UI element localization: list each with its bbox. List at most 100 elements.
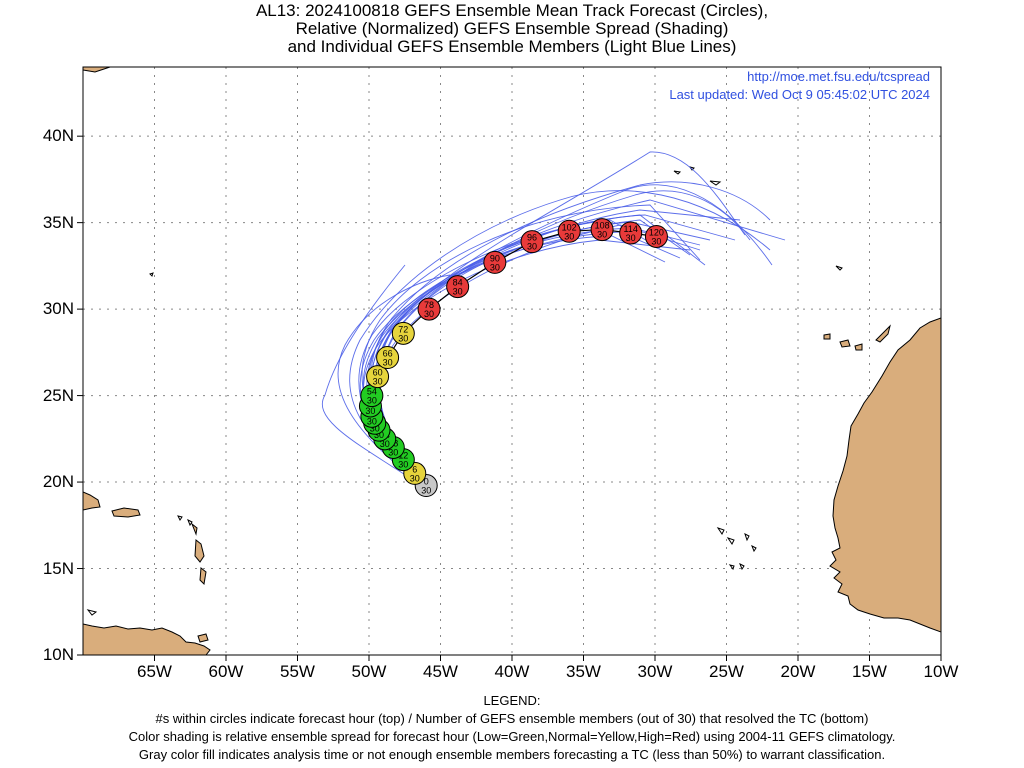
lon-tick-label: 35W bbox=[566, 662, 601, 681]
lon-tick-label: 15W bbox=[852, 662, 887, 681]
forecast-hour-label: 84 bbox=[453, 278, 463, 288]
member-count-label: 30 bbox=[597, 230, 607, 240]
forecast-circle bbox=[391, 321, 415, 345]
lat-tick-label: 20N bbox=[42, 472, 74, 492]
forecast-circle bbox=[376, 346, 400, 370]
forecast-hour-label: 78 bbox=[424, 300, 434, 310]
forecast-hour-label: 6 bbox=[412, 464, 417, 474]
member-count-label: 30 bbox=[374, 430, 384, 440]
member-count-label: 30 bbox=[490, 262, 500, 272]
forecast-circle bbox=[619, 221, 643, 245]
lat-tick-label: 10N bbox=[42, 645, 74, 664]
ensemble-mean-track: 0306301230183024303030363042304830543060… bbox=[358, 218, 668, 498]
forecast-circle bbox=[483, 250, 507, 274]
member-count-label: 30 bbox=[626, 233, 636, 243]
lesser-antilles-islands bbox=[190, 522, 207, 586]
lon-tick-label: 60W bbox=[208, 662, 244, 681]
forecast-hour-label: 0 bbox=[424, 477, 429, 487]
lat-lon-grid bbox=[83, 67, 941, 655]
puerto-rico-island bbox=[111, 507, 141, 518]
member-count-label: 30 bbox=[651, 236, 661, 246]
member-count-label: 30 bbox=[410, 473, 420, 483]
forecast-circle bbox=[417, 297, 441, 321]
lat-tick-label: 25N bbox=[42, 385, 74, 405]
forecast-hour-label: 120 bbox=[649, 227, 664, 237]
chart-title-line-2: Relative (Normalized) GEFS Ensemble Spre… bbox=[295, 19, 729, 38]
member-count-label: 30 bbox=[527, 242, 537, 252]
member-count-label: 30 bbox=[421, 486, 431, 496]
forecast-hour-label: 96 bbox=[527, 233, 537, 243]
member-count-label: 30 bbox=[370, 423, 380, 433]
lon-tick-label: 65W bbox=[137, 662, 172, 681]
member-count-label: 30 bbox=[453, 287, 463, 297]
hispaniola-island-edge bbox=[83, 491, 101, 511]
forecast-hour-label: 12 bbox=[398, 451, 408, 461]
lon-tick-label: 55W bbox=[280, 662, 315, 681]
land-masses bbox=[83, 67, 941, 655]
forecast-hour-label: 114 bbox=[624, 224, 638, 234]
source-url[interactable]: http://moe.met.fsu.edu/tcspread bbox=[747, 69, 930, 84]
legend-heading: LEGEND: bbox=[483, 693, 541, 708]
lon-tick-label: 10W bbox=[923, 662, 959, 681]
lon-tick-label: 30W bbox=[637, 662, 673, 681]
canary-islands bbox=[823, 333, 863, 351]
member-count-label: 30 bbox=[380, 439, 390, 449]
lon-tick-label: 20W bbox=[780, 662, 816, 681]
axis-ticks bbox=[77, 135, 942, 661]
south-america-landmass bbox=[83, 623, 211, 655]
lon-tick-label: 40W bbox=[494, 662, 530, 681]
trinidad-island bbox=[197, 633, 209, 643]
forecast-hour-label: 72 bbox=[398, 324, 408, 334]
member-count-label: 30 bbox=[367, 396, 377, 406]
member-count-label: 30 bbox=[424, 309, 434, 319]
legend-line-2: Color shading is relative ensemble sprea… bbox=[128, 729, 896, 744]
legend-line-3: Gray color fill indicates analysis time … bbox=[138, 747, 886, 762]
forecast-hour-label: 90 bbox=[490, 253, 500, 263]
africa-landmass bbox=[829, 317, 941, 633]
lat-tick-label: 40N bbox=[42, 126, 74, 146]
chart-title-line-1: AL13: 2024100818 GEFS Ensemble Mean Trac… bbox=[255, 1, 769, 20]
forecast-circle bbox=[520, 230, 544, 254]
forecast-hour-label: 66 bbox=[383, 349, 393, 359]
forecast-circle bbox=[446, 275, 470, 299]
greenland-edge-island bbox=[83, 67, 111, 73]
member-count-label: 30 bbox=[564, 231, 574, 241]
legend-line-1: #s within circles indicate forecast hour… bbox=[155, 711, 869, 726]
forecast-hour-label: 54 bbox=[367, 387, 377, 397]
member-count-label: 30 bbox=[398, 460, 408, 470]
last-updated-text: Last updated: Wed Oct 9 05:45:02 UTC 202… bbox=[669, 87, 930, 102]
lat-tick-label: 30N bbox=[42, 299, 74, 319]
forecast-circle bbox=[644, 224, 668, 248]
forecast-hour-label: 108 bbox=[595, 221, 610, 231]
member-count-label: 30 bbox=[367, 416, 377, 426]
forecast-circle bbox=[557, 219, 581, 243]
chart-title-line-3: and Individual GEFS Ensemble Members (Li… bbox=[287, 37, 737, 56]
lon-tick-label: 25W bbox=[709, 662, 744, 681]
member-count-label: 30 bbox=[383, 358, 393, 368]
member-count-label: 30 bbox=[398, 333, 408, 343]
lat-tick-label: 15N bbox=[42, 558, 74, 578]
forecast-circle bbox=[366, 365, 390, 389]
madeira-island bbox=[875, 324, 891, 343]
lon-tick-label: 45W bbox=[423, 662, 458, 681]
lat-tick-label: 35N bbox=[42, 212, 74, 232]
lon-tick-label: 50W bbox=[351, 662, 387, 681]
member-count-label: 30 bbox=[373, 377, 383, 387]
forecast-hour-label: 102 bbox=[562, 222, 577, 232]
forecast-hour-label: 60 bbox=[373, 368, 383, 378]
member-count-label: 30 bbox=[388, 447, 398, 457]
member-count-label: 30 bbox=[365, 406, 375, 416]
forecast-circle bbox=[590, 218, 614, 242]
